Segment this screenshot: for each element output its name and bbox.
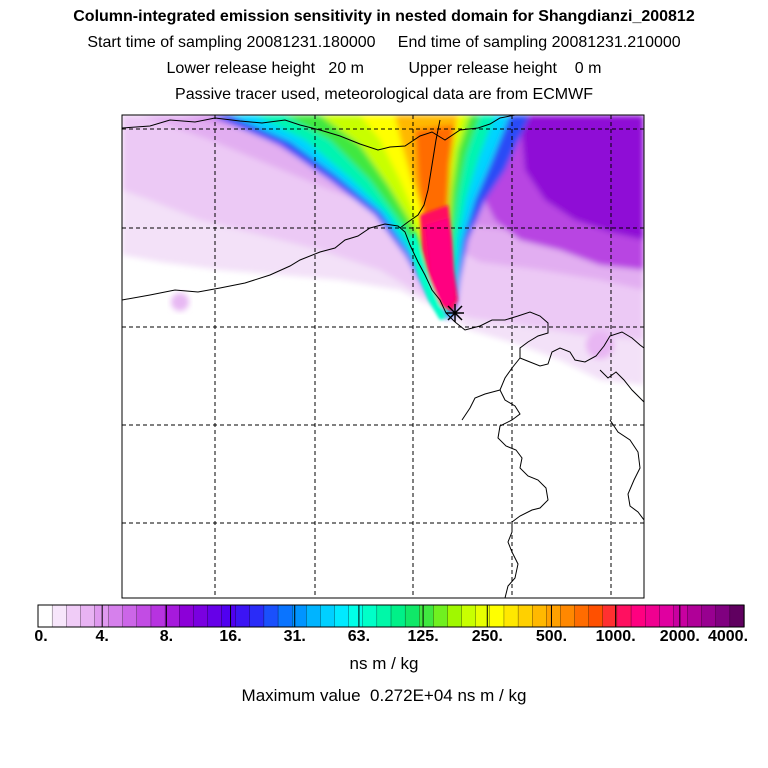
colorbar-cell [249, 604, 265, 628]
colorbar-tick-label: 63. [347, 628, 371, 645]
colorbar-cell [532, 604, 547, 628]
colorbar-tick-label: 250. [471, 628, 503, 645]
colorbar-cell [108, 604, 124, 628]
colorbar-tick-label: 4000. [707, 628, 749, 645]
lat-lon-grid [122, 115, 644, 598]
colorbar-cell [419, 604, 435, 628]
colorbar-cell [348, 604, 364, 628]
colorbar-frame [37, 604, 745, 628]
lower-label: Lower release height [166, 60, 316, 77]
colorbar-cell [221, 604, 237, 628]
colorbar-tick-label: 500. [535, 628, 568, 645]
max-value: Maximum value 0.272E+04 ns m / kg [241, 686, 527, 705]
lower-value: 20 m [328, 60, 364, 77]
colorbar-cell [193, 604, 209, 628]
colorbar-cell [235, 604, 251, 628]
colorbar-cell [715, 604, 731, 628]
colorbar-tick-label: 1000. [595, 628, 636, 645]
colorbar-cell [122, 604, 138, 628]
colorbar-cell [503, 604, 519, 628]
colorbar-cell [207, 604, 223, 628]
units-label: ns m / kg [349, 654, 419, 673]
colorbar-cell [37, 604, 53, 628]
colorbar-cell [362, 604, 378, 628]
tracer-note: Passive tracer used, meteorological data… [175, 86, 593, 103]
colorbar-tick-label: 0. [34, 628, 48, 645]
colorbar-cell [475, 604, 491, 628]
colorbar-tick-label: 2000. [659, 628, 700, 645]
colorbar-cell [66, 604, 82, 628]
colorbar-cell [150, 604, 166, 628]
colorbar-cell [517, 604, 533, 628]
colorbar-cell [433, 604, 449, 628]
station-star-icon [446, 304, 464, 322]
sensitivity-map [121, 114, 645, 599]
start-value: 20081231.180000 [246, 34, 376, 51]
plot-title: Column-integrated emission sensitivity i… [73, 8, 695, 25]
colorbar-cell [376, 604, 392, 628]
end-label: End time of sampling [397, 34, 548, 51]
colorbar-cell [659, 604, 675, 628]
colorbar-cell [404, 604, 420, 628]
colorbar-cell [546, 604, 562, 628]
colorbar-cell [489, 604, 505, 628]
colorbar-cells [37, 604, 745, 628]
colorbar-cell [320, 604, 336, 628]
upper-label: Upper release height [408, 60, 557, 77]
colorbar-cell [574, 604, 590, 628]
end-value: 20081231.210000 [551, 34, 681, 51]
colorbar-cell [701, 604, 717, 628]
colorbar-cell [729, 604, 745, 628]
colorbar-tick-label: 4. [95, 628, 109, 645]
start-label: Start time of sampling [87, 34, 243, 51]
colorbar-cell [80, 604, 96, 628]
colorbar-tick-label: 8. [159, 628, 174, 645]
colorbar-cell [334, 604, 350, 628]
colorbar-cell [645, 604, 660, 628]
colorbar-cell [51, 604, 67, 628]
colorbar-cell [616, 604, 632, 628]
colorbar-cell [461, 604, 477, 628]
colorbar-cell [390, 604, 406, 628]
sampling-times: Start time of sampling 20081231.180000 E… [0, 34, 768, 52]
release-heights: Lower release height 20 m Upper release … [0, 60, 768, 78]
colorbar-cell [164, 604, 180, 628]
colorbar-cell [306, 604, 322, 628]
colorbar-tick-label: 31. [283, 628, 306, 645]
colorbar-cell [588, 604, 604, 628]
map-frame [121, 114, 645, 599]
colorbar-cell [136, 604, 152, 628]
colorbar-cell [673, 604, 689, 628]
colorbar-cell [179, 604, 194, 628]
colorbar-tick-label: 125. [407, 628, 439, 645]
colorbar-cell [630, 604, 646, 628]
colorbar-cell [560, 604, 576, 628]
colorbar-cell [687, 604, 703, 628]
upper-value: 0 m [574, 60, 602, 77]
colorbar-cell [263, 604, 279, 628]
colorbar-cell [277, 604, 293, 628]
colorbar-tick-label: 16. [219, 628, 242, 645]
colorbar-cell [447, 604, 463, 628]
coastline [122, 115, 644, 598]
